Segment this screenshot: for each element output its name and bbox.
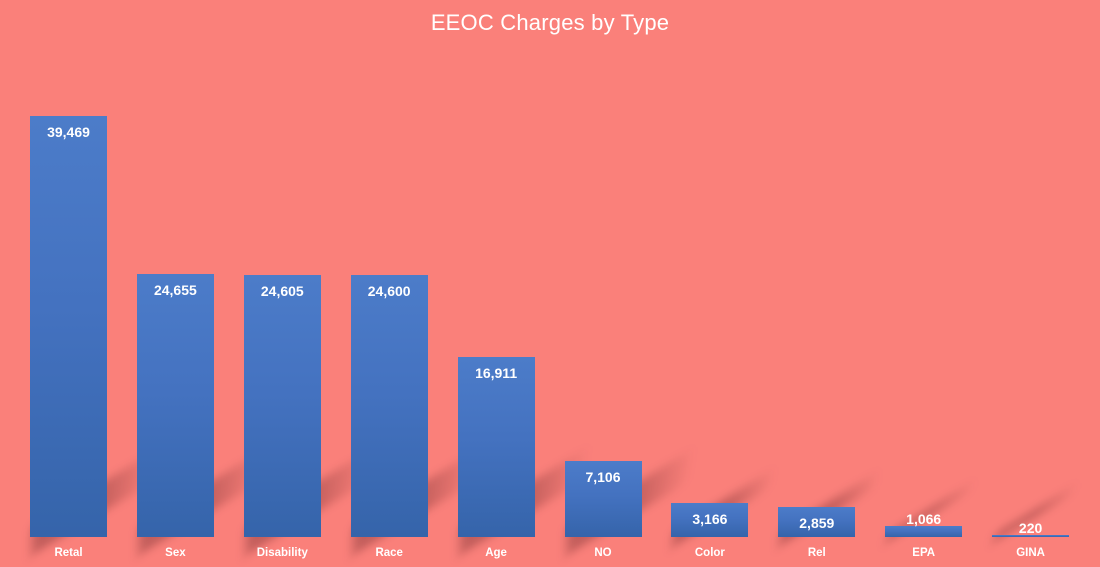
category-axis-label: Race	[375, 547, 403, 559]
category-axis-label: GINA	[1016, 547, 1045, 559]
bar-rel	[778, 506, 856, 537]
category-axis-label: Color	[694, 547, 725, 559]
bar-value-label: 2,859	[799, 514, 835, 531]
bar-retal	[30, 116, 107, 537]
bar-value-label: 7,106	[585, 469, 621, 486]
bar-no	[564, 461, 642, 537]
category-axis-label: NO	[594, 547, 612, 559]
bar-value-label: 220	[1018, 519, 1043, 536]
category-axis-label: EPA	[912, 547, 936, 559]
bar-value-label: 39,469	[47, 124, 90, 140]
category-axis-label: Rel	[807, 547, 826, 559]
bar-gina	[992, 534, 1070, 537]
bar-color	[671, 503, 749, 537]
category-axis-label: Age	[485, 547, 507, 559]
bar-race	[350, 274, 428, 537]
category-axis-label: Retal	[54, 547, 83, 559]
category-axis-label: Sex	[165, 547, 186, 559]
bar-value-label: 1,066	[906, 510, 942, 527]
bar-age	[457, 356, 535, 537]
chart-title: EEOC Charges by Type	[430, 10, 670, 35]
bar-value-label: 24,600	[367, 282, 411, 299]
bar-epa	[885, 525, 963, 537]
category-axis-label: Disability	[256, 547, 308, 559]
bar-sex	[136, 274, 214, 537]
bar-value-label: 24,605	[260, 282, 304, 299]
bar-disability	[243, 274, 321, 537]
bar-value-label: 16,911	[475, 364, 518, 381]
bar-value-label: 24,655	[153, 282, 197, 298]
bar-value-label: 3,166	[692, 511, 728, 528]
